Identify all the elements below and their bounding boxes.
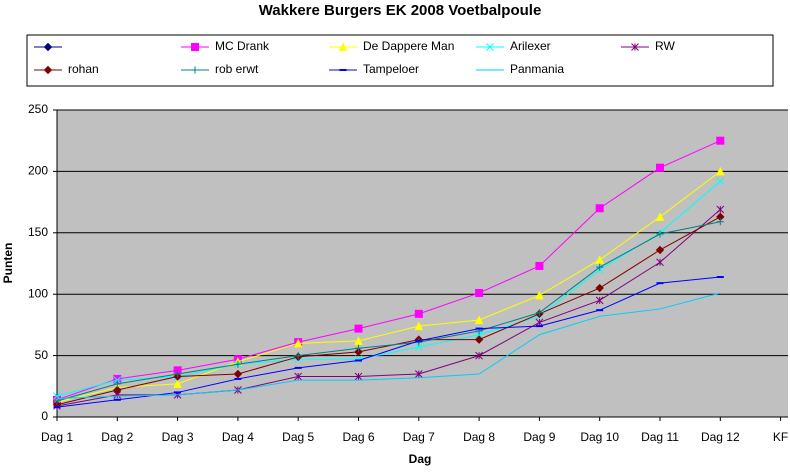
x-tick-label: Dag 12: [701, 430, 740, 444]
y-tick-label: 200: [28, 164, 48, 178]
marker: [655, 245, 665, 255]
legend-label: Panmania: [510, 62, 564, 76]
marker: [294, 372, 303, 381]
x-tick-label: Dag 7: [403, 430, 435, 444]
x-tick-label: Dag 10: [580, 430, 619, 444]
marker: [715, 166, 725, 176]
marker: [474, 335, 484, 344]
marker: [233, 369, 243, 379]
marker: [191, 66, 199, 74]
legend-label: MC Drank: [215, 39, 270, 53]
marker: [174, 370, 182, 378]
marker: [535, 290, 544, 300]
series-line: [56, 292, 721, 400]
marker: [294, 352, 302, 360]
marker: [595, 296, 604, 305]
series-line: [56, 216, 721, 406]
marker: [595, 283, 604, 293]
marker: [535, 309, 543, 317]
x-tick-label: Dag 4: [222, 430, 254, 444]
series-line: [56, 180, 721, 397]
marker: [656, 258, 664, 267]
marker: [414, 370, 423, 378]
series-line: [56, 140, 721, 401]
y-tick-label: 0: [41, 409, 48, 423]
marker: [475, 351, 483, 360]
marker: [716, 177, 725, 186]
legend-label: Arilexer: [510, 39, 551, 53]
marker: [354, 336, 363, 345]
marker: [414, 321, 424, 331]
marker: [293, 338, 303, 348]
marker: [113, 376, 122, 385]
marker: [53, 397, 61, 405]
x-tick-label: Dag 2: [101, 430, 133, 444]
series-line: [56, 276, 721, 408]
y-tick-label: 150: [28, 225, 48, 239]
marker: [355, 344, 362, 352]
series-line: [56, 221, 721, 402]
y-tick-label: 50: [35, 348, 49, 362]
legend: [26, 34, 774, 87]
marker: [716, 205, 725, 214]
marker: [234, 360, 242, 368]
legend-label: De Dappere Man: [363, 39, 454, 53]
y-tick-label: 250: [28, 102, 48, 116]
marker: [656, 230, 664, 238]
legend-label: rob erwt: [215, 62, 259, 76]
series-line: [56, 171, 721, 403]
marker: [173, 379, 182, 388]
marker: [354, 324, 363, 333]
marker: [338, 42, 348, 51]
plot-area: [57, 110, 788, 417]
chart-title: Wakkere Burgers EK 2008 Voetbalpoule: [259, 2, 542, 19]
marker: [716, 218, 724, 226]
marker: [631, 43, 639, 51]
marker: [191, 43, 199, 51]
marker: [595, 255, 605, 264]
marker: [354, 355, 363, 364]
x-tick-label: Dag 9: [523, 430, 555, 444]
marker: [414, 343, 423, 351]
marker: [475, 288, 484, 297]
marker: [474, 315, 484, 324]
marker: [113, 385, 122, 395]
y-axis-label: Punten: [1, 243, 15, 284]
y-tick-label: 100: [28, 286, 48, 300]
marker: [43, 65, 53, 75]
legend-label: RW: [655, 39, 675, 53]
marker: [43, 42, 53, 52]
x-axis-label: Dag: [409, 452, 432, 466]
x-tick-label: Dag 1: [41, 430, 73, 444]
legend-label: Tampeloer: [363, 62, 419, 76]
marker: [486, 43, 494, 51]
x-tick-label: Dag 3: [162, 430, 194, 444]
marker: [535, 261, 544, 270]
marker: [596, 263, 604, 271]
x-tick-label: Dag 5: [282, 430, 314, 444]
marker: [475, 330, 483, 339]
marker: [716, 136, 725, 145]
marker: [354, 372, 363, 381]
marker: [414, 309, 423, 318]
x-tick-label: KF: [773, 430, 788, 444]
marker: [113, 380, 121, 388]
x-tick-label: Dag 8: [463, 430, 495, 444]
x-tick-label: Dag 11: [641, 430, 679, 444]
marker: [354, 347, 363, 357]
marker: [656, 163, 664, 172]
marker: [535, 318, 544, 327]
marker: [595, 204, 604, 213]
marker: [655, 212, 665, 221]
x-tick-label: Dag 6: [342, 430, 374, 444]
legend-label: rohan: [68, 62, 99, 76]
